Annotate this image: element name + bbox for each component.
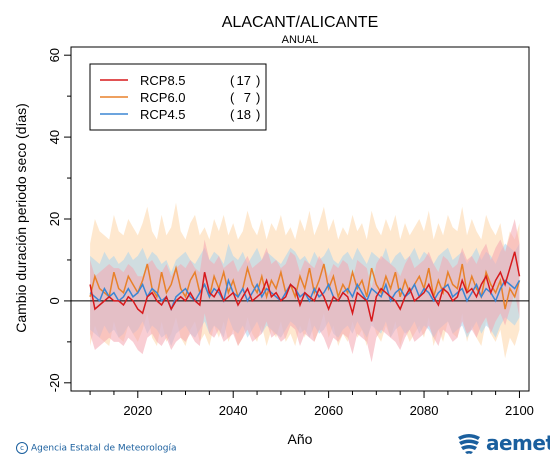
legend-open-paren: ( bbox=[230, 73, 235, 88]
x-tick-label: 2060 bbox=[314, 403, 343, 418]
agency-credit-text: Agencia Estatal de Meteorología bbox=[31, 443, 177, 454]
x-tick-label: 2020 bbox=[123, 403, 152, 418]
x-tick-label: 2080 bbox=[410, 403, 439, 418]
y-axis-label: Cambio duración periodo seco (días) bbox=[13, 103, 29, 333]
y-axis-ticks: -20 0 20 40 60 bbox=[47, 48, 71, 392]
legend-count: 18 bbox=[237, 107, 251, 122]
x-axis-label: Año bbox=[288, 431, 313, 447]
x-axis-ticks: 2020 2040 2060 2080 2100 bbox=[89, 391, 534, 418]
uncertainty-bands bbox=[90, 202, 520, 363]
aemet-logo: aemet bbox=[456, 430, 550, 456]
aemet-emblem-icon bbox=[458, 434, 480, 454]
y-tick-label: 0 bbox=[47, 297, 62, 304]
y-tick-label: -20 bbox=[47, 373, 62, 392]
legend-count: 7 bbox=[244, 90, 251, 105]
y-tick-label: 60 bbox=[47, 48, 62, 62]
x-tick-label: 2040 bbox=[219, 403, 248, 418]
legend-label: RCP4.5 bbox=[140, 107, 186, 122]
legend-label: RCP6.0 bbox=[140, 90, 186, 105]
series-lines bbox=[89, 251, 521, 322]
chart-subtitle: ANUAL bbox=[282, 34, 319, 46]
legend-close-paren: ) bbox=[256, 107, 260, 122]
chart-title: ALACANT/ALICANTE bbox=[222, 14, 378, 31]
y-tick-label: 20 bbox=[47, 212, 62, 226]
aemet-brand-text: aemet bbox=[486, 431, 550, 455]
legend-close-paren: ) bbox=[256, 90, 260, 105]
legend: RCP8.5 (17) RCP6.0 (7) RCP4.5 (18) bbox=[89, 63, 267, 131]
agency-credit: c Agencia Estatal de Meteorología bbox=[16, 442, 177, 454]
y-tick-label: 40 bbox=[47, 130, 62, 144]
x-tick-label: 2100 bbox=[505, 403, 534, 418]
legend-count: 17 bbox=[237, 73, 251, 88]
legend-open-paren: ( bbox=[230, 107, 235, 122]
legend-open-paren: ( bbox=[230, 90, 235, 105]
legend-close-paren: ) bbox=[256, 73, 260, 88]
line-rcp60 bbox=[89, 263, 521, 310]
copyright-icon: c bbox=[16, 442, 28, 454]
plot-area bbox=[71, 202, 529, 363]
legend-label: RCP8.5 bbox=[140, 73, 186, 88]
line-rcp85 bbox=[89, 251, 521, 322]
